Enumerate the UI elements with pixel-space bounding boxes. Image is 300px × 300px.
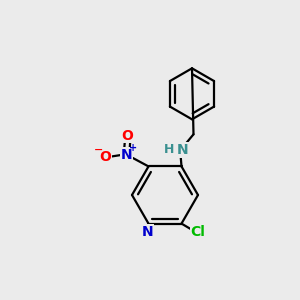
Text: −: −: [94, 145, 104, 155]
Text: N: N: [142, 225, 154, 239]
Text: N: N: [121, 148, 133, 162]
Text: H: H: [164, 143, 175, 156]
Text: Cl: Cl: [190, 225, 206, 239]
Text: N: N: [177, 143, 188, 157]
Text: O: O: [122, 128, 134, 142]
Text: +: +: [129, 143, 138, 153]
Text: O: O: [99, 149, 111, 164]
